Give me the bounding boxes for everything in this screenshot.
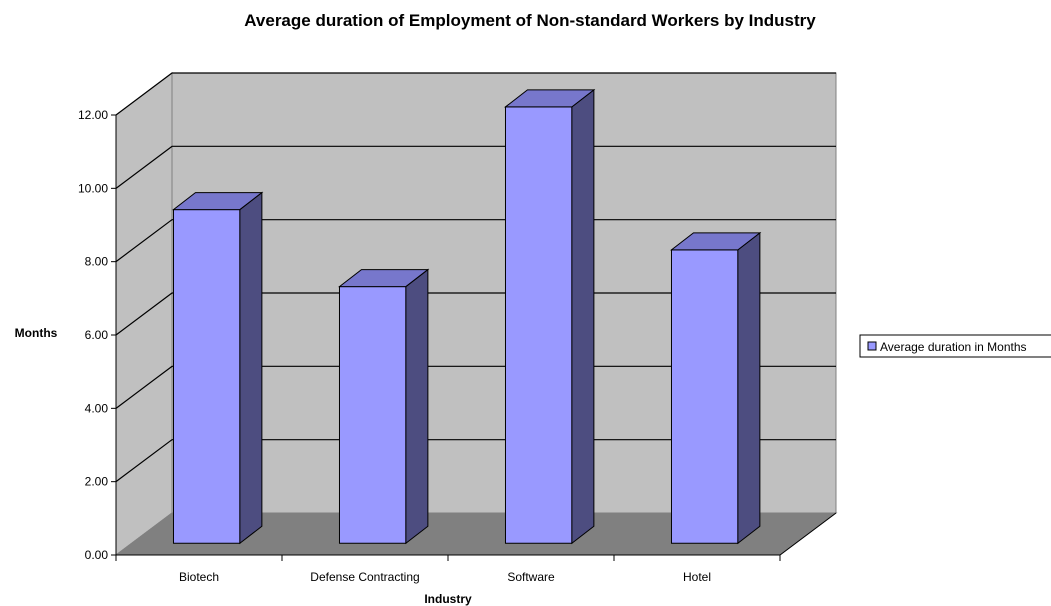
legend-swatch	[867, 341, 877, 351]
y-tick-label: 12.00	[78, 108, 108, 122]
gridline	[115, 145, 836, 189]
bar-side	[737, 231, 761, 545]
y-tick-label: 4.00	[85, 401, 109, 415]
y-tick-label: 8.00	[85, 255, 109, 269]
tick-labels: 0.00 2.00 4.00 6.00 8.00 10.00 12.00 Biotech Def…	[78, 108, 711, 584]
bar	[172, 191, 264, 545]
bar-top	[338, 269, 430, 288]
legend: Average duration in Months	[859, 334, 1051, 358]
bar-side	[571, 88, 595, 545]
floor-edge	[779, 512, 837, 556]
bar-front	[172, 209, 241, 544]
y-tick-label: 6.00	[85, 328, 109, 342]
bar-side	[239, 191, 263, 545]
bar-front	[670, 249, 739, 544]
bar-front	[338, 286, 407, 544]
bar	[670, 231, 762, 545]
x-tick-label: Biotech	[179, 570, 219, 584]
bar	[504, 88, 596, 545]
bars	[172, 88, 762, 545]
chart-title: Average duration of Employment of Non-st…	[244, 11, 816, 30]
bar-top	[504, 89, 596, 108]
gridline	[115, 72, 836, 116]
y-tick-label: 0.00	[85, 548, 109, 562]
bar-front	[504, 106, 573, 544]
axes	[111, 114, 837, 561]
x-axis-title: Industry	[424, 592, 472, 606]
bar-top	[670, 232, 762, 251]
gridline	[115, 292, 836, 336]
x-tick-label: Hotel	[683, 570, 711, 584]
gridline	[115, 219, 836, 263]
x-tick-label: Defense Contracting	[310, 570, 419, 584]
bar	[338, 268, 430, 545]
y-tick-label: 10.00	[78, 181, 108, 195]
gridlines	[115, 72, 836, 483]
x-tick-label: Software	[507, 570, 555, 584]
gridline	[115, 439, 836, 483]
bar-top	[172, 192, 264, 211]
gridline	[115, 365, 836, 409]
y-axis-title: Months	[15, 326, 58, 340]
bar-side	[405, 268, 429, 545]
legend-box	[859, 334, 1051, 358]
y-tick-label: 2.00	[85, 475, 109, 489]
legend-label: Average duration in Months	[880, 340, 1027, 354]
